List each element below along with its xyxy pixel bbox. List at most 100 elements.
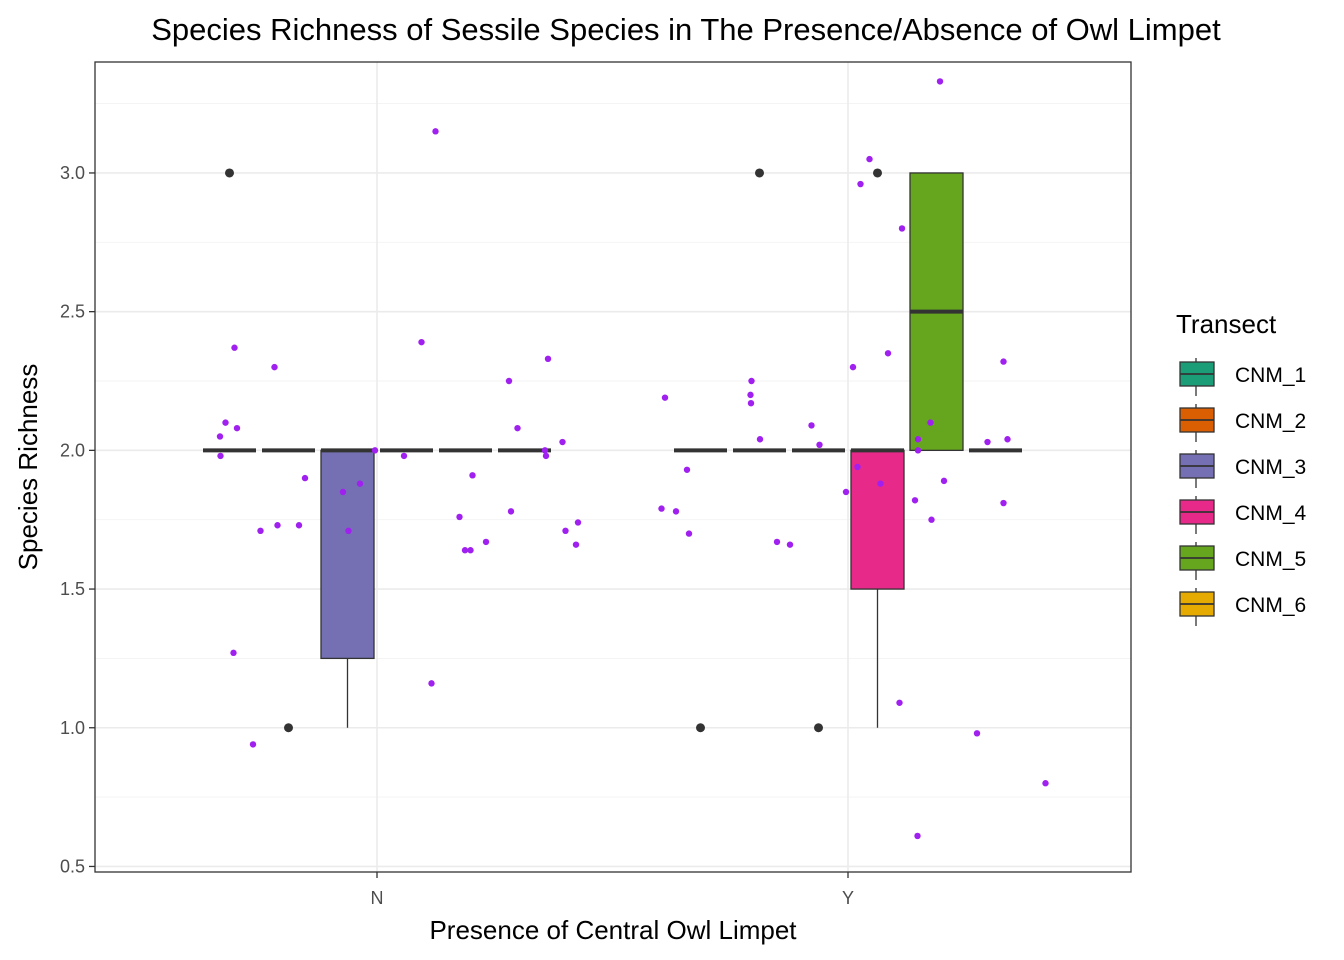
jitter-point [217,452,224,460]
jitter-point [884,350,892,357]
jitter-point [756,436,764,443]
jitter-point [461,547,469,554]
jitter-point [842,488,850,496]
jitter-point [914,447,922,454]
grid-layer [95,62,1131,872]
jitter-point [572,541,580,548]
jitter-point [544,355,552,363]
jitter-point [747,391,754,399]
jitter-point [849,363,857,371]
jitter-point [418,338,425,346]
jitter-point [898,225,906,232]
jitter-point [456,513,463,521]
jitter-point [928,516,935,523]
y-tick-label: 0.5 [60,856,85,876]
jitter-point [233,424,241,432]
box-N-CNM_2 [262,448,315,733]
box-iqr [320,449,375,660]
legend: Transect CNM_1 CNM_2 CNM_3 CNM_4 CNM_5 CNM_6 [1176,309,1307,626]
jitter-point [345,527,352,535]
jitter-point [786,541,794,548]
jitter-point [230,649,237,657]
jitter-point [854,463,861,471]
legend-label: CNM_2 [1235,410,1306,433]
box-Y-CNM_3 [792,448,845,733]
jitter-point [562,527,569,535]
jitter-point [271,363,278,371]
jitter-point [747,399,755,407]
legend-label: CNM_5 [1235,548,1306,571]
jitter-point [428,680,435,687]
jitter-point [541,447,549,454]
jitter-point [542,452,550,460]
jitter-point [685,530,693,537]
jitter-point [936,78,944,85]
box-Y-CNM_1 [674,448,727,733]
jitter-point [507,508,515,515]
outlier-point [284,723,293,733]
jitter-point [559,438,566,446]
axes-layer: 0.5 1.0 1.5 2.0 2.5 3.0 N Y [60,163,854,908]
jitter-point [249,741,257,748]
jitter-point [911,497,919,504]
jitter-point [222,419,229,426]
y-axis-title: Species Richness [13,364,43,571]
jitter-point [295,522,303,529]
jitter-point [808,422,815,429]
y-tick-label: 2.0 [60,440,85,460]
legend-entry-CNM_6: CNM_6 [1179,588,1306,626]
jitter-point [231,344,238,351]
jitter-point [574,519,582,526]
jitter-point [816,441,823,449]
jitter-point [1004,436,1011,443]
legend-entry-CNM_3: CNM_3 [1179,450,1306,488]
outlier-point [696,723,705,733]
outlier-point [225,168,234,178]
x-tick-label: N [371,888,384,908]
jitter-point [482,538,490,546]
legend-label: CNM_6 [1235,594,1306,617]
jitter-point [984,438,991,446]
y-tick-label: 2.5 [60,302,85,322]
box-N-CNM_3 [320,448,375,728]
jitter-points-layer [216,78,1049,840]
jitter-point [467,547,474,554]
jitter-point [432,128,439,135]
jitter-point [661,394,669,401]
boxes-layer [203,168,1022,733]
jitter-point [339,488,347,496]
jitter-point [866,155,873,163]
legend-label: CNM_3 [1235,456,1306,479]
jitter-point [1042,780,1049,787]
jitter-point [514,424,521,432]
jitter-point [914,832,921,840]
chart-title: Species Richness of Sessile Species in T… [151,12,1221,47]
y-tick-label: 1.5 [60,579,85,599]
jitter-point [940,477,948,485]
jitter-point [505,377,513,385]
jitter-point [683,466,691,473]
outlier-point [755,168,764,178]
y-tick-label: 1.0 [60,718,85,738]
plot-panel-border [94,61,1132,873]
box-Y-CNM_5 [909,172,964,452]
box-Y-CNM_4 [850,168,905,728]
jitter-point [658,505,665,512]
box-iqr [850,449,905,590]
jitter-point [216,433,224,440]
legend-label: CNM_4 [1235,502,1307,525]
jitter-point [927,419,934,426]
legend-entry-CNM_1: CNM_1 [1179,358,1306,396]
legend-label: CNM_1 [1235,364,1306,387]
jitter-point [672,508,680,515]
x-tick-label: Y [842,888,854,908]
box-Y-CNM_2 [733,168,786,453]
legend-entry-CNM_4: CNM_4 [1179,496,1307,534]
outlier-point [873,168,882,178]
jitter-point [400,452,408,460]
jitter-point [356,480,364,487]
x-axis-title: Presence of Central Owl Limpet [429,915,797,945]
jitter-point [371,447,379,454]
jitter-point [857,180,864,188]
